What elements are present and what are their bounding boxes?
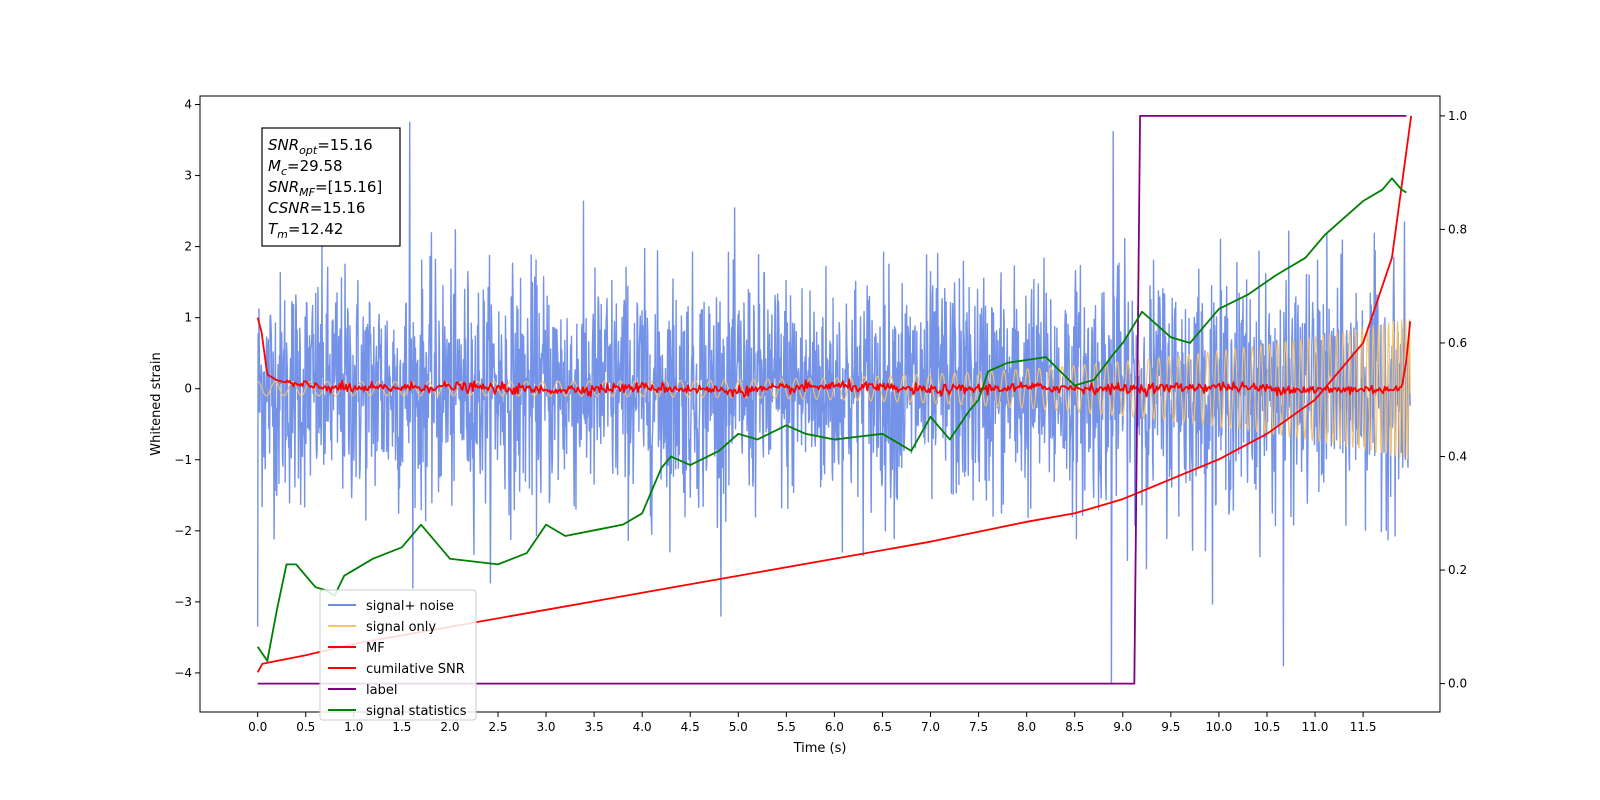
- legend-label: label: [366, 683, 397, 698]
- y-tick-label: 2: [184, 240, 192, 254]
- y2-tick-label: 0.6: [1448, 336, 1467, 350]
- y2-tick-label: 0.0: [1448, 677, 1467, 691]
- plot-frame: [199, 95, 1441, 713]
- legend-label: MF: [366, 641, 385, 656]
- y-axis-left: −4 −3 −2 −1 0 1 2 3 4: [174, 98, 200, 680]
- y2-tick-label: 1.0: [1448, 109, 1467, 123]
- annotation-line: Mc=29.58: [268, 157, 343, 178]
- x-tick-label: 11.5: [1350, 720, 1377, 734]
- x-tick-label: 10.5: [1254, 720, 1281, 734]
- x-tick-label: 10.0: [1206, 720, 1233, 734]
- legend-label: cumilative SNR: [366, 662, 465, 677]
- x-tick-label: 5.5: [777, 720, 796, 734]
- legend-label: signal+ noise: [366, 599, 454, 614]
- series-signal-noise: [256, 121, 1411, 685]
- y-axis-right: 0.0 0.2 0.4 0.6 0.8 1.0: [1440, 109, 1467, 691]
- annotation-line: Tm=12.42: [268, 220, 343, 241]
- x-tick-label: 6.5: [873, 720, 892, 734]
- x-tick-label: 7.0: [921, 720, 940, 734]
- series-mf: [256, 317, 1412, 398]
- x-tick-label: 8.0: [1017, 720, 1036, 734]
- x-tick-label: 4.0: [633, 720, 652, 734]
- annotation-line: SNRMF=[15.16]: [268, 178, 382, 199]
- x-tick-label: 1.0: [344, 720, 363, 734]
- x-tick-label: 2.5: [488, 720, 507, 734]
- x-axis-label: Time (s): [793, 741, 847, 756]
- series-signal-statistics: [256, 177, 1407, 662]
- x-axis: 0.0 0.5 1.0 1.5 2.0 2.5 3.0 3.5 4.0 4.5 5.0 5.5 6.0 6…: [248, 712, 1376, 734]
- annotation-frame: [261, 127, 401, 247]
- x-tick-label: 0.5: [296, 720, 315, 734]
- x-tick-label: 7.5: [969, 720, 988, 734]
- x-tick-label: 8.5: [1065, 720, 1084, 734]
- x-tick-label: 3.5: [585, 720, 604, 734]
- series-label: [257, 114, 1407, 685]
- x-tick-label: 9.0: [1113, 720, 1132, 734]
- y2-tick-label: 0.2: [1448, 563, 1467, 577]
- series-signal-only: [257, 319, 1411, 460]
- y-tick-label: 3: [184, 169, 192, 183]
- y-tick-label: −4: [174, 666, 192, 680]
- legend-label: signal only: [366, 620, 436, 635]
- x-tick-label: 5.0: [729, 720, 748, 734]
- annotation-box: SNRopt=15.16Mc=29.58SNRMF=[15.16]CSNR=15…: [261, 127, 401, 247]
- x-tick-label: 6.0: [825, 720, 844, 734]
- y-tick-label: 0: [184, 382, 192, 396]
- annotation-line: CSNR=15.16: [268, 199, 365, 217]
- y-tick-label: −2: [174, 524, 192, 538]
- legend-label: signal statistics: [366, 704, 467, 719]
- y-tick-label: 4: [184, 98, 192, 112]
- x-tick-label: 3.0: [536, 720, 555, 734]
- x-tick-label: 11.0: [1302, 720, 1329, 734]
- y2-tick-label: 0.4: [1448, 450, 1467, 464]
- y-axis-label: Whitened strain: [149, 352, 164, 455]
- x-tick-label: 2.0: [440, 720, 459, 734]
- y-tick-label: −3: [174, 595, 192, 609]
- x-tick-label: 4.5: [681, 720, 700, 734]
- x-tick-label: 0.0: [248, 720, 267, 734]
- legend: signal+ noise signal only MF cumilative SNR…: [319, 589, 477, 721]
- x-tick-label: 1.5: [392, 720, 411, 734]
- x-tick-label: 9.5: [1161, 720, 1180, 734]
- legend-frame: [319, 589, 477, 721]
- y-tick-label: 1: [184, 311, 192, 325]
- y2-tick-label: 0.8: [1448, 222, 1467, 236]
- y-tick-label: −1: [174, 453, 192, 467]
- annotation-line: SNRopt=15.16: [268, 136, 373, 157]
